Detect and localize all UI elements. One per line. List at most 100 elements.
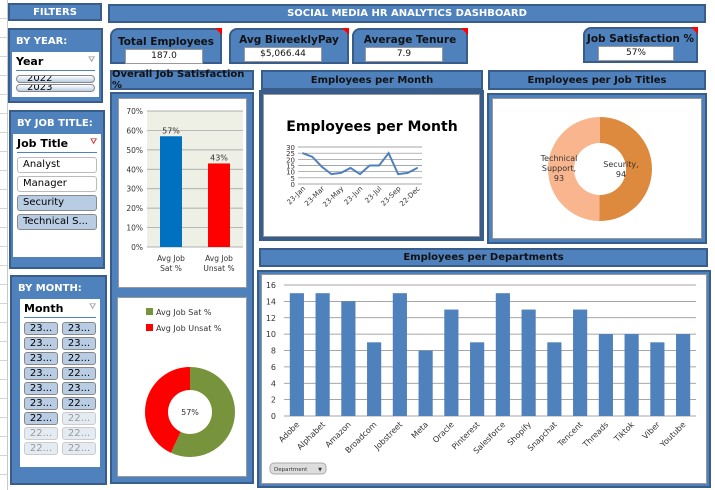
legend-label: Avg Job Sat %: [156, 308, 212, 317]
legend-label: Avg Job Unsat %: [156, 324, 222, 333]
bar: [418, 350, 433, 416]
bar: [650, 342, 665, 416]
month-item[interactable]: 23...: [62, 322, 96, 335]
bar: [315, 293, 330, 416]
kpi-average-tenure: Average Tenure 7.9: [352, 28, 468, 64]
month-item[interactable]: 23...: [24, 382, 58, 395]
bar: [444, 309, 459, 416]
year-filter-label: BY YEAR:: [16, 36, 68, 47]
employees-per-month-header: Employees per Month: [261, 70, 483, 90]
data-label: Security, 94: [603, 160, 638, 179]
satisfaction-donut-chart: Avg Job Sat % Avg Job Unsat % 57%: [117, 297, 247, 477]
year-slicer: Year ⛛ 2022 2023: [12, 52, 99, 97]
bar: [598, 334, 613, 416]
month-item[interactable]: 22...: [62, 442, 96, 455]
legend-swatch: [146, 324, 153, 331]
month-item[interactable]: 23...: [24, 397, 58, 410]
y-tick-label: 0%: [131, 243, 143, 252]
comment-indicator-icon: [461, 28, 468, 35]
x-tick-label: Sat %: [160, 264, 182, 273]
x-tick-label: Alphabet: [295, 420, 327, 452]
donut-slice: [170, 367, 235, 457]
data-point: [359, 173, 361, 175]
month-item[interactable]: 23...: [24, 367, 58, 380]
kpi-value: $5,066.44: [244, 47, 322, 62]
bar: [547, 342, 562, 416]
month-item[interactable]: 22...: [62, 367, 96, 380]
bar: [341, 301, 356, 416]
bar: [495, 293, 510, 416]
employees-per-department-header: Employees per Departments: [259, 248, 708, 267]
y-tick-label: 20%: [126, 204, 143, 213]
bar: [392, 293, 407, 416]
y-tick-label: 70%: [126, 107, 143, 116]
month-item[interactable]: 23...: [62, 382, 96, 395]
month-item[interactable]: 23...: [24, 337, 58, 350]
x-tick-label: Tiktok: [612, 420, 636, 444]
month-item[interactable]: 23...: [62, 337, 96, 350]
series-line: [302, 151, 418, 176]
spreadsheet-gridlines: [0, 0, 8, 490]
data-point: [330, 173, 333, 175]
job-title-filter-panel: BY JOB TITLE: Job Title ⛛ Analyst Manager S…: [9, 110, 105, 269]
comment-indicator-icon: [215, 28, 222, 35]
month-item[interactable]: 22...: [62, 397, 96, 410]
x-tick-label: Unsat %: [203, 264, 234, 273]
month-item[interactable]: 22...: [62, 427, 96, 440]
dropdown-arrow-icon: ▼: [318, 467, 322, 473]
clear-filter-icon[interactable]: ⛛: [88, 55, 95, 64]
clear-filter-icon[interactable]: ⛛: [89, 302, 96, 311]
month-item[interactable]: 22...: [62, 352, 96, 365]
month-item[interactable]: 22...: [24, 442, 58, 455]
job-title-item[interactable]: Manager: [17, 176, 97, 192]
employees-per-job-chart: Security, 94 Technical Support, 93: [492, 98, 702, 239]
job-title-item[interactable]: Security: [17, 195, 97, 211]
month-item[interactable]: 22...: [24, 412, 58, 425]
year-item[interactable]: 2022: [16, 75, 95, 83]
y-tick-label: 40%: [126, 165, 143, 174]
y-tick-label: 4: [271, 379, 276, 388]
satisfaction-bar-chart: 0% 10% 20% 30% 40% 50% 60% 70% 57% Avg Job Sat % 43…: [118, 98, 247, 288]
kpi-value: 7.9: [365, 47, 443, 62]
x-tick-label: Youtube: [658, 420, 688, 450]
x-tick-label: Adobe: [277, 420, 301, 444]
job-title-item[interactable]: Technical S...: [17, 214, 97, 230]
bar: [160, 136, 182, 247]
bar: [624, 334, 639, 416]
y-tick-label: 8: [271, 347, 276, 356]
employees-per-month-chart: Employees per Month 0 5 10 15 20 25 30 23-Jan 23-…: [263, 94, 480, 237]
y-tick-label: 15: [286, 163, 295, 171]
kpi-label: Total Employees: [117, 36, 215, 48]
bar: [521, 309, 536, 416]
bar: [208, 163, 230, 247]
month-item[interactable]: 22...: [24, 427, 58, 440]
month-item[interactable]: 22...: [62, 412, 96, 425]
field-button-label: Department: [274, 467, 308, 473]
kpi-avg-biweekly-pay: Avg BiweeklyPay $5,066.44: [229, 28, 349, 64]
job-title-filter-label: BY JOB TITLE:: [17, 118, 93, 129]
donut-slice: [599, 117, 652, 221]
year-item[interactable]: 2023: [16, 84, 95, 92]
data-point: [321, 165, 323, 168]
data-point: [387, 152, 390, 154]
y-tick-label: 14: [266, 297, 276, 306]
bar: [289, 293, 304, 416]
month-filter-label: BY MONTH:: [18, 283, 82, 294]
job-title-item[interactable]: Analyst: [17, 157, 97, 173]
x-tick-label: 22-Dec: [398, 185, 421, 208]
y-tick-label: 2: [271, 396, 276, 405]
month-item[interactable]: 23...: [24, 322, 58, 335]
donut-slice: [547, 117, 600, 221]
clear-filter-icon[interactable]: ⛛: [90, 137, 97, 146]
x-tick-label: Viber: [641, 420, 663, 442]
department-field-button[interactable]: [269, 462, 327, 475]
x-tick-label: Oracle: [431, 420, 456, 445]
y-tick-label: 6: [271, 363, 276, 372]
data-point: [368, 164, 371, 167]
employees-per-department-chart: 0 2 4 6 8 10 12 14 16 Adobe Alphabet Amazon Broadcom…: [261, 274, 707, 484]
data-point: [397, 173, 399, 175]
bar: [470, 342, 485, 416]
donut-slice: [144, 367, 190, 453]
month-item[interactable]: 23...: [24, 352, 58, 365]
year-filter-panel: BY YEAR: Year ⛛ 2022 2023: [8, 28, 103, 103]
